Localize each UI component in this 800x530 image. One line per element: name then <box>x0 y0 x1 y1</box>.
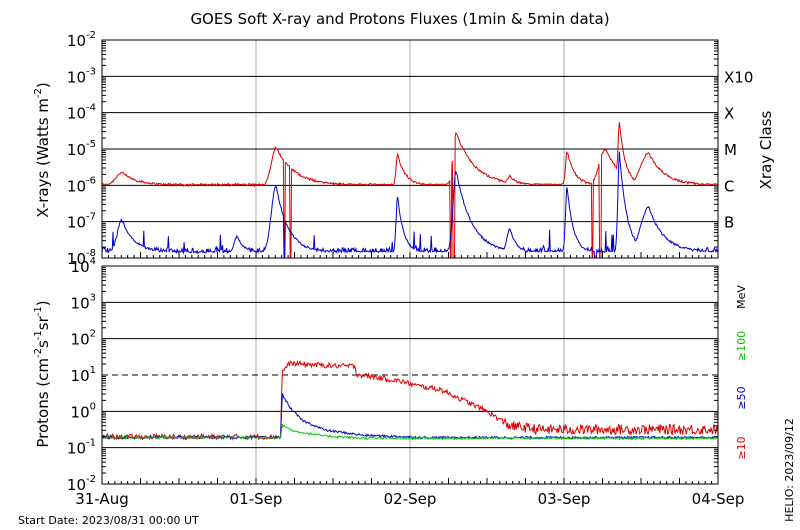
proton-y-tick-mantissa: 10 <box>71 258 90 276</box>
xray-y-tick-mantissa: 10 <box>67 32 86 50</box>
xray-y-tick-label: 10-6 <box>67 175 96 195</box>
xray-y-tick-label: 10-5 <box>67 139 96 159</box>
proton-y-tick-label: 104 <box>71 256 96 276</box>
xray-y-tick-exponent: -7 <box>86 212 96 223</box>
proton-series-label-50: ≥50 <box>735 386 748 409</box>
proton-y-tick-label: 100 <box>71 401 96 421</box>
xray-y-tick-exponent: -4 <box>86 103 96 114</box>
xray-short-series <box>102 151 718 258</box>
xray-class-label: M <box>724 141 737 159</box>
proton-axis-title-main: Protons (cm <box>34 358 52 448</box>
proton-y-tick-exponent: 0 <box>90 401 96 412</box>
xray-grid <box>102 40 718 258</box>
xray-y-tick-label: 10-4 <box>67 103 96 123</box>
xray-y-tick-exponent: -6 <box>86 175 96 186</box>
xray-y-tick-label: 10-3 <box>67 66 96 86</box>
proton-y-tick-label: 101 <box>71 365 96 385</box>
xray-class-label: X <box>724 105 734 123</box>
proton-axis-title-exp2: -1 <box>33 330 44 340</box>
proton-y-tick-exponent: 1 <box>90 365 96 376</box>
x-tick-label: 31-Aug <box>75 490 128 508</box>
xray-axis-title: X-rays (Watts m-2) <box>33 82 52 217</box>
proton-y-tick-label: 102 <box>71 329 96 349</box>
xray-y-tick-mantissa: 10 <box>67 141 86 159</box>
proton-units-label: MeV <box>735 285 748 309</box>
xray-y-tick-label: 10-2 <box>67 30 96 50</box>
xray-class-label: X10 <box>724 68 753 86</box>
proton-series-label-10: ≥10 <box>735 436 748 459</box>
xray-y-tick-mantissa: 10 <box>67 214 86 232</box>
proton-50mev-series <box>102 393 718 440</box>
proton-axis-title: Protons (cm-2s-1sr-1) <box>33 300 52 447</box>
proton-100mev-series-group <box>102 424 718 441</box>
x-tick-label: 02-Sep <box>384 490 437 508</box>
xray-class-label: B <box>724 214 734 232</box>
proton-y-tick-label: 10-1 <box>67 438 96 458</box>
x-tick-label: 01-Sep <box>230 490 283 508</box>
xray-y-tick-exponent: -5 <box>86 139 96 150</box>
proton-y-tick-mantissa: 10 <box>71 331 90 349</box>
frame-layer <box>101 39 719 485</box>
proton-axis-title-exp1: -2 <box>33 348 44 358</box>
proton-y-tick-exponent: 3 <box>90 292 96 303</box>
proton-axis-title-sr: sr <box>34 315 52 330</box>
x-tick-label: 03-Sep <box>538 490 591 508</box>
xray-long-series-group <box>102 122 718 258</box>
xray-y-tick-exponent: -2 <box>86 30 96 41</box>
xray-axis-title-close: ) <box>34 82 52 88</box>
proton-y-tick-mantissa: 10 <box>67 440 86 458</box>
xray-y-tick-mantissa: 10 <box>67 105 86 123</box>
xray-y-tick-exponent: -8 <box>86 248 96 259</box>
x-tick-label: 04-Sep <box>692 490 745 508</box>
xray-y-tick-mantissa: 10 <box>67 177 86 195</box>
xray-y-tick-exponent: -3 <box>86 66 96 77</box>
proton-y-tick-mantissa: 10 <box>71 294 90 312</box>
proton-y-tick-exponent: 2 <box>90 329 96 340</box>
proton-y-tick-mantissa: 10 <box>67 476 86 494</box>
proton-axis-title-close: ) <box>34 300 52 306</box>
credit-label: HELIO: 2023/09/12 <box>783 418 796 522</box>
proton-y-tick-mantissa: 10 <box>71 403 90 421</box>
proton-100mev-series <box>102 424 718 441</box>
label-layer: 10-810-710-610-510-410-310-210-210-11001… <box>67 30 753 508</box>
proton-y-tick-exponent: -1 <box>86 438 96 449</box>
xray-class-axis-title: Xray Class <box>757 110 775 189</box>
proton-grid <box>102 266 718 484</box>
start-date-label: Start Date: 2023/08/31 00:00 UT <box>18 514 199 527</box>
proton-y-tick-mantissa: 10 <box>71 367 90 385</box>
proton-y-tick-exponent: 4 <box>90 256 96 267</box>
proton-axis-title-s: s <box>34 340 52 348</box>
proton-series-label-100: ≥100 <box>735 331 748 361</box>
proton-y-tick-label: 103 <box>71 292 96 312</box>
proton-y-tick-label: 10-2 <box>67 474 96 494</box>
chart-title: GOES Soft X-ray and Protons Fluxes (1min… <box>190 10 609 28</box>
xray-long-series <box>102 122 718 258</box>
series-layer <box>102 122 718 441</box>
xray-y-tick-mantissa: 10 <box>67 250 86 268</box>
xray-short-series-group <box>102 151 718 258</box>
xray-y-tick-label: 10-8 <box>67 248 96 268</box>
proton-50mev-series-group <box>102 393 718 440</box>
proton-y-tick-exponent: -2 <box>86 474 96 485</box>
xray-y-tick-label: 10-7 <box>67 212 96 232</box>
xray-class-label: C <box>724 177 734 195</box>
proton-axis-title-exp3: -1 <box>33 306 44 316</box>
xray-y-tick-mantissa: 10 <box>67 68 86 86</box>
xray-axis-title-exp: -2 <box>33 88 44 98</box>
xray-axis-title-main: X-rays (Watts m <box>34 98 52 218</box>
